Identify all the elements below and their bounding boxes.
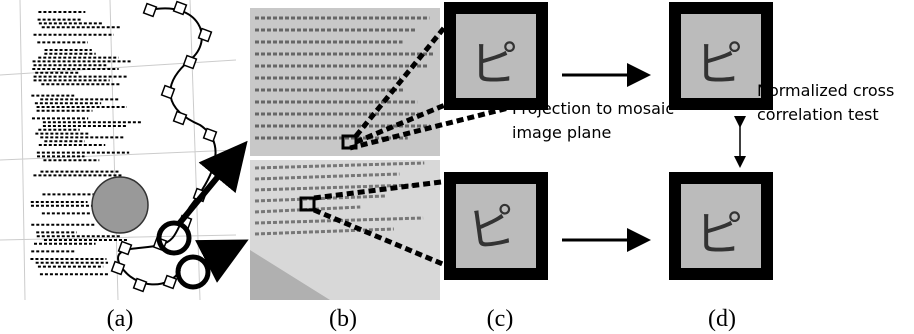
camera (199, 29, 212, 42)
camera (164, 276, 177, 289)
figure: ピ ピ ピ ピ Projection to mosaic image plane… (0, 0, 914, 334)
camera (162, 86, 175, 99)
panel-d: ピ ピ (675, 8, 767, 274)
camera (174, 112, 187, 125)
patch-glyph: ピ (470, 36, 518, 92)
annotation: image plane (512, 123, 611, 142)
panel-label: (c) (487, 306, 514, 332)
camera (134, 279, 147, 292)
annotation: correlation test (757, 105, 879, 124)
camera (184, 56, 197, 69)
camera (209, 159, 222, 172)
camera (112, 262, 125, 275)
camera (204, 129, 217, 142)
panel-label: (b) (329, 306, 357, 332)
patch-glyph: ピ (695, 206, 743, 262)
sphere (92, 177, 148, 233)
annotation: Projection to mosaic (512, 99, 674, 118)
camera (119, 242, 132, 255)
panel-b (250, 8, 440, 300)
annotation: Normalized cross (757, 81, 894, 100)
panel-a (0, 0, 240, 300)
panel-label: (d) (708, 306, 736, 332)
camera (174, 2, 187, 15)
panel-label: (a) (107, 306, 134, 332)
patch-glyph: ピ (464, 198, 519, 260)
camera (144, 4, 157, 17)
patch-glyph: ピ (695, 36, 743, 92)
